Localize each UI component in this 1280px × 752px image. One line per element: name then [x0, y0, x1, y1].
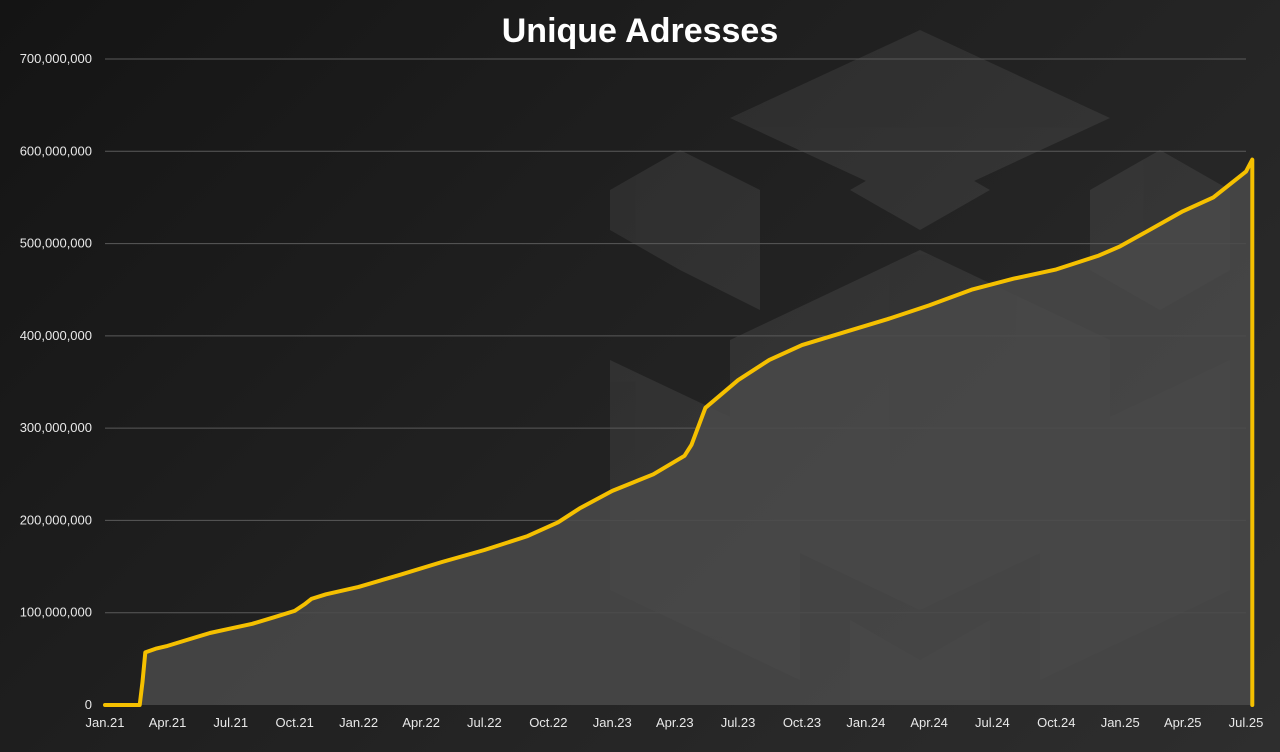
x-axis-ticks: Jan.21 Apr.21 Jul.21 Oct.21 Jan.22 Apr.22 Jul.… — [85, 715, 1263, 730]
area-fill — [105, 159, 1253, 706]
x-tick-label: Jan.24 — [846, 715, 885, 730]
x-tick-label: Jan.25 — [1101, 715, 1140, 730]
x-tick-label: Jan.23 — [593, 715, 632, 730]
x-tick-label: Jul.23 — [721, 715, 756, 730]
x-tick-label: Jan.21 — [85, 715, 124, 730]
x-tick-label: Apr.24 — [910, 715, 948, 730]
y-tick-label: 400,000,000 — [20, 328, 92, 343]
watermark-hex-left — [610, 150, 760, 310]
series-line — [103, 157, 1255, 707]
x-tick-label: Oct.21 — [276, 715, 314, 730]
y-axis-ticks: 0 100,000,000 200,000,000 300,000,000 400,00… — [20, 51, 92, 712]
y-tick-label: 500,000,000 — [20, 236, 92, 251]
x-tick-label: Oct.22 — [529, 715, 567, 730]
y-tick-label: 600,000,000 — [20, 143, 92, 158]
y-tick-label: 200,000,000 — [20, 512, 92, 527]
y-tick-label: 0 — [85, 697, 92, 712]
x-tick-label: Jul.25 — [1229, 715, 1264, 730]
x-tick-label: Jan.22 — [339, 715, 378, 730]
x-tick-label: Jul.22 — [467, 715, 502, 730]
watermark-diamond-center — [850, 150, 990, 230]
x-tick-label: Oct.24 — [1037, 715, 1075, 730]
chart-title: Unique Adresses — [501, 12, 779, 50]
y-tick-label: 700,000,000 — [20, 51, 92, 66]
y-tick-label: 300,000,000 — [20, 420, 92, 435]
x-tick-label: Apr.23 — [656, 715, 694, 730]
x-tick-label: Jul.21 — [213, 715, 248, 730]
x-tick-label: Apr.25 — [1164, 715, 1202, 730]
x-tick-label: Apr.22 — [402, 715, 440, 730]
y-tick-label: 100,000,000 — [20, 605, 92, 620]
x-tick-label: Apr.21 — [149, 715, 187, 730]
x-tick-label: Oct.23 — [783, 715, 821, 730]
x-tick-label: Jul.24 — [975, 715, 1010, 730]
watermark-diamond-top — [730, 30, 1110, 206]
